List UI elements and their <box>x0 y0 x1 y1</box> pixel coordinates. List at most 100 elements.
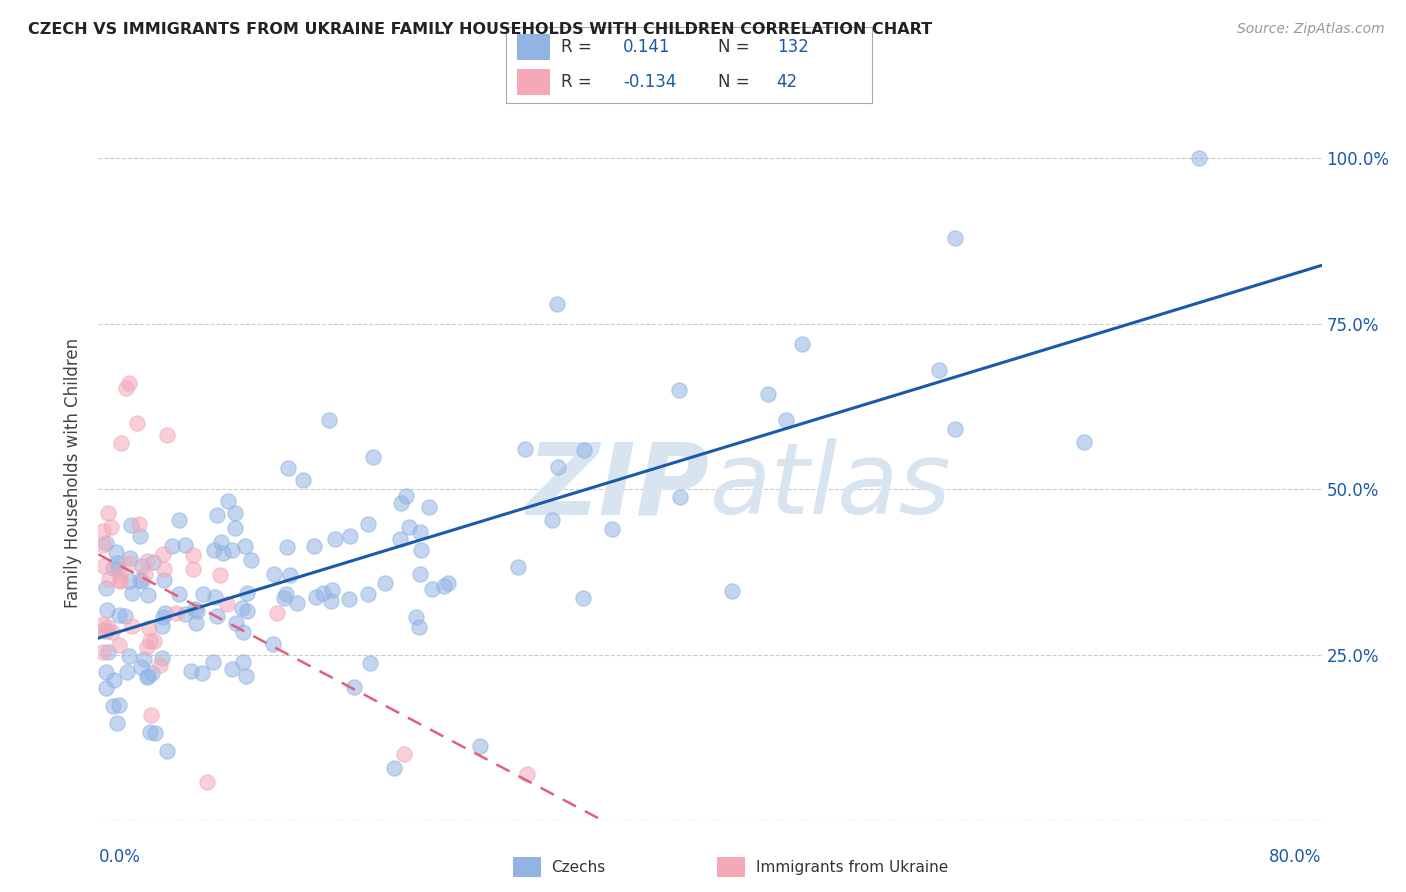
Point <box>204 590 226 604</box>
Point <box>110 436 132 450</box>
Text: -0.134: -0.134 <box>623 73 676 91</box>
Text: Czechs: Czechs <box>551 860 606 874</box>
Point <box>318 413 340 427</box>
Point <box>94 681 117 696</box>
Point <box>215 597 238 611</box>
Point <box>150 619 173 633</box>
Point <box>108 698 131 712</box>
Point <box>513 442 536 456</box>
Y-axis label: Family Households with Children: Family Households with Children <box>65 338 83 607</box>
Point <box>91 617 114 632</box>
Point <box>156 744 179 758</box>
Text: Immigrants from Ukraine: Immigrants from Ukraine <box>756 860 949 874</box>
Point <box>398 520 420 534</box>
Point <box>94 665 117 680</box>
Point <box>128 529 150 543</box>
Point <box>720 583 742 598</box>
Point <box>174 607 197 621</box>
Point <box>374 576 396 591</box>
Text: ZIP: ZIP <box>527 438 710 535</box>
Point <box>572 591 595 606</box>
Point <box>547 459 569 474</box>
Point <box>125 416 148 430</box>
Text: 132: 132 <box>776 38 808 56</box>
Point <box>668 383 690 397</box>
Point <box>437 576 460 591</box>
Point <box>409 566 432 581</box>
Point <box>184 616 207 631</box>
Point <box>105 556 128 570</box>
Point <box>138 725 160 739</box>
Point <box>285 597 308 611</box>
Point <box>546 297 568 311</box>
Point <box>236 604 259 618</box>
Text: R =: R = <box>561 73 598 91</box>
Point <box>266 606 288 620</box>
Point <box>114 382 136 396</box>
Point <box>120 551 142 566</box>
Bar <box>517 34 550 60</box>
Text: CZECH VS IMMIGRANTS FROM UKRAINE FAMILY HOUSEHOLDS WITH CHILDREN CORRELATION CHA: CZECH VS IMMIGRANTS FROM UKRAINE FAMILY … <box>28 22 932 37</box>
Point <box>323 532 346 546</box>
Point <box>217 494 239 508</box>
Text: N =: N = <box>718 38 749 56</box>
Point <box>212 546 235 560</box>
Point <box>262 637 284 651</box>
Point <box>105 715 128 730</box>
Point <box>292 473 315 487</box>
Point <box>121 586 143 600</box>
Point <box>191 587 214 601</box>
Point <box>152 561 174 575</box>
Point <box>339 529 361 543</box>
Point <box>276 540 298 554</box>
Point <box>221 662 243 676</box>
Point <box>91 524 114 539</box>
Point <box>540 512 562 526</box>
Point <box>277 461 299 475</box>
Point <box>231 601 253 615</box>
Point <box>357 517 380 532</box>
Point <box>357 587 380 601</box>
Point <box>129 574 152 588</box>
Text: N =: N = <box>718 73 749 91</box>
Point <box>186 604 208 618</box>
Point <box>775 413 797 427</box>
Point <box>97 645 120 659</box>
Point <box>97 620 120 634</box>
Point <box>114 608 136 623</box>
Point <box>108 574 131 588</box>
Point <box>107 560 129 574</box>
Point <box>233 539 256 553</box>
Text: 42: 42 <box>776 73 797 91</box>
Point <box>141 665 163 680</box>
Point <box>107 638 129 652</box>
Point <box>361 450 384 465</box>
Point <box>1188 151 1211 165</box>
Point <box>516 767 538 781</box>
Point <box>152 547 174 561</box>
Text: 0.0%: 0.0% <box>98 848 141 866</box>
Point <box>181 562 204 576</box>
Point <box>167 513 190 527</box>
Point <box>165 606 187 620</box>
Point <box>409 524 432 539</box>
Point <box>167 587 190 601</box>
Bar <box>517 70 550 95</box>
Point <box>405 610 427 624</box>
Text: atlas: atlas <box>710 438 952 535</box>
Point <box>183 548 205 562</box>
Point <box>180 664 202 678</box>
Point <box>209 568 232 582</box>
Point <box>100 520 122 534</box>
Point <box>142 555 165 569</box>
Point <box>420 582 443 596</box>
Point <box>108 565 131 579</box>
Point <box>337 592 360 607</box>
Point <box>278 567 301 582</box>
Point <box>93 559 115 574</box>
Point <box>97 507 120 521</box>
Point <box>131 574 153 588</box>
Point <box>105 544 128 558</box>
Point <box>263 567 285 582</box>
Point <box>928 363 950 377</box>
